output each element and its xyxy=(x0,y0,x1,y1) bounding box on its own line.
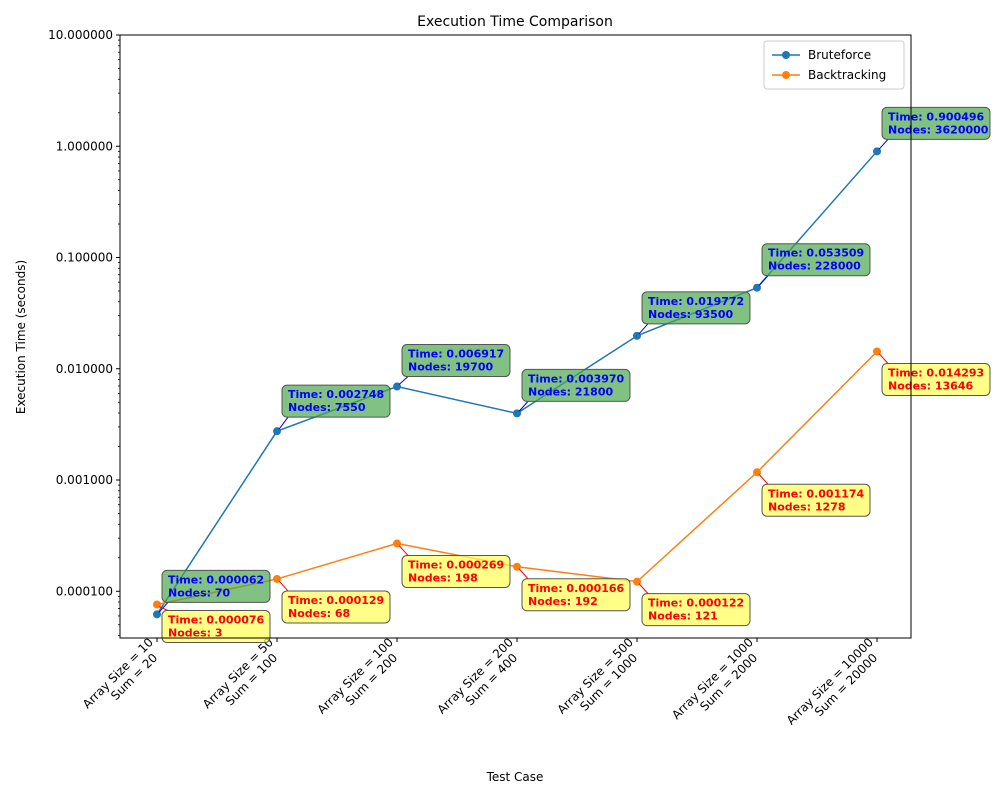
annotation-time: Time: 0.000166 xyxy=(528,582,625,595)
annotation-nodes: Nodes: 192 xyxy=(528,595,598,608)
legend-marker-bruteforce xyxy=(782,51,790,59)
annotation-box xyxy=(761,483,871,517)
annotation-nodes: Nodes: 7550 xyxy=(288,401,366,414)
annotation-box xyxy=(641,593,751,627)
annotation-arrow xyxy=(398,376,409,385)
annotation-time: Time: 0.014293 xyxy=(888,366,984,379)
annotation-arrow xyxy=(878,138,889,150)
legend: Bruteforce Backtracking xyxy=(763,40,905,90)
annotation-box xyxy=(641,291,751,325)
annotation-nodes: Nodes: 228000 xyxy=(768,260,861,273)
annotation-time: Time: 0.001174 xyxy=(768,487,865,500)
annotation-time: Time: 0.000122 xyxy=(648,597,744,610)
legend-box xyxy=(763,40,905,90)
annotation-arrow xyxy=(278,580,289,592)
legend-label-backtracking: Backtracking xyxy=(808,68,886,82)
x-axis-title: Test Case xyxy=(486,770,544,784)
annotation-arrow xyxy=(398,545,409,556)
annotation-arrow xyxy=(878,353,889,364)
y-tick-label: 0.000100 xyxy=(56,584,113,598)
y-tick-label: 10.000000 xyxy=(48,28,113,42)
annotation-box xyxy=(761,243,871,277)
annotation-arrow xyxy=(638,323,649,335)
annotation-nodes: Nodes: 19700 xyxy=(408,361,493,374)
annotation-time: Time: 0.006917 xyxy=(408,348,504,361)
annotation-arrow xyxy=(518,401,529,412)
annotation-time: Time: 0.053509 xyxy=(768,247,864,260)
annotation-nodes: Nodes: 70 xyxy=(168,586,231,599)
annotation-box xyxy=(281,384,391,418)
annotation-nodes: Nodes: 3620000 xyxy=(888,123,989,136)
annotation-box xyxy=(881,106,991,140)
annotation-arrow xyxy=(278,416,289,430)
annotation-time: Time: 0.000062 xyxy=(168,573,264,586)
plot-frame xyxy=(119,34,912,639)
annotation-arrow xyxy=(158,606,169,611)
annotation-box xyxy=(161,610,271,644)
annotation-time: Time: 0.900496 xyxy=(888,110,985,123)
annotation-box xyxy=(401,344,511,378)
annotation-time: Time: 0.000269 xyxy=(408,558,504,571)
annotation-arrow xyxy=(758,473,769,485)
annotation-arrow xyxy=(638,583,649,594)
annotation-box xyxy=(281,590,391,624)
annotation-nodes: Nodes: 21800 xyxy=(528,385,613,398)
y-axis: 0.000100 0.001000 0.010000 0.100000 1.000000… xyxy=(48,28,120,636)
annotation-nodes: Nodes: 121 xyxy=(648,610,718,623)
legend-label-bruteforce: Bruteforce xyxy=(808,48,871,62)
annotation-time: Time: 0.003970 xyxy=(528,372,625,385)
annotation-nodes: Nodes: 13646 xyxy=(888,379,973,392)
annotation-time: Time: 0.000129 xyxy=(288,594,384,607)
annotation-box xyxy=(521,368,631,402)
annotation-arrow xyxy=(158,602,169,613)
annotation-time: Time: 0.019772 xyxy=(648,295,744,308)
annotation-arrow xyxy=(518,568,529,580)
y-tick-label: 1.000000 xyxy=(56,139,113,153)
annotation-time: Time: 0.002748 xyxy=(288,388,384,401)
y-tick-label: 0.001000 xyxy=(56,473,113,487)
legend-marker-backtracking xyxy=(782,71,790,79)
annotation-box xyxy=(161,569,271,603)
annotation-box xyxy=(401,554,511,588)
y-axis-title: Execution Time (seconds) xyxy=(14,260,28,414)
annotation-nodes: Nodes: 68 xyxy=(288,607,350,620)
annotation-nodes: Nodes: 93500 xyxy=(648,308,733,321)
annotation-nodes: Nodes: 3 xyxy=(168,627,223,640)
annotation-box xyxy=(521,578,631,612)
y-tick-label: 0.010000 xyxy=(56,362,113,376)
annotation-time: Time: 0.000076 xyxy=(168,614,265,627)
y-tick-label: 0.100000 xyxy=(56,251,113,265)
annotation-nodes: Nodes: 1278 xyxy=(768,500,846,513)
annotation-box xyxy=(881,362,991,396)
chart-title: Execution Time Comparison xyxy=(417,14,613,30)
annotation-arrow xyxy=(758,275,769,287)
annotation-nodes: Nodes: 198 xyxy=(408,571,478,584)
